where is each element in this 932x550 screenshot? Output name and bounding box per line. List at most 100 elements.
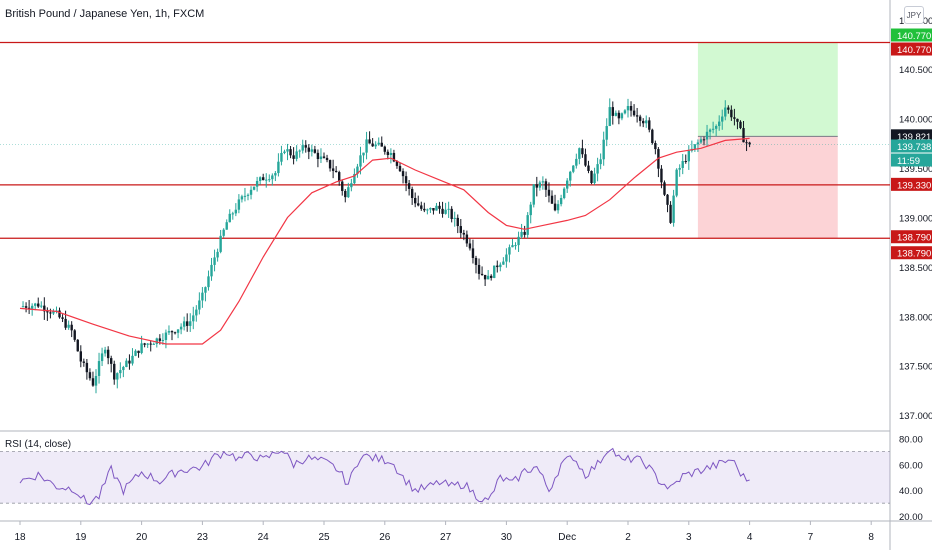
candle-body [705, 131, 709, 140]
candle [61, 314, 64, 323]
candle-body [268, 179, 271, 181]
candle-body [423, 208, 426, 211]
candle-body [392, 152, 396, 162]
candle [642, 118, 645, 128]
candle [43, 297, 46, 320]
candle-body [368, 139, 371, 144]
candle-body [298, 150, 301, 152]
candle-body [40, 305, 43, 307]
candle [547, 182, 551, 203]
candle-body [265, 179, 268, 181]
candle-body [642, 120, 645, 124]
candle-body [572, 165, 575, 172]
candle [328, 159, 332, 172]
candle-body [316, 152, 320, 160]
candle-body [362, 152, 365, 156]
candle-body [328, 160, 332, 169]
price-tag-resistance-top: 140.770 [891, 42, 932, 56]
candle-body [182, 321, 186, 327]
candle [696, 139, 700, 152]
candle-body [480, 273, 484, 275]
candle-body [632, 110, 636, 116]
candle-body [420, 205, 423, 209]
candle-body [471, 248, 475, 258]
candle-body [46, 311, 49, 313]
candle [225, 219, 228, 230]
rsi-tick-2: 40.00 [899, 486, 923, 497]
time-label-6: 26 [379, 532, 391, 543]
candle [228, 209, 231, 223]
candle [632, 104, 636, 117]
candle-body [465, 234, 469, 244]
candle [292, 147, 295, 165]
candle [365, 131, 368, 160]
candle-body [234, 209, 238, 214]
candle [629, 101, 633, 117]
rsi-line [19, 447, 750, 506]
horizontal-levels[interactable] [0, 41, 890, 239]
position-tool[interactable] [697, 42, 838, 239]
candle [450, 206, 453, 223]
candle-body [179, 326, 183, 330]
candle-body [58, 310, 61, 318]
candle-body [638, 116, 642, 121]
candle-body [693, 144, 697, 149]
price-tag-bg [891, 129, 932, 143]
candle-body [277, 161, 280, 174]
candle-body [30, 305, 34, 309]
rsi-tick-1: 60.00 [899, 460, 923, 471]
candle-body [511, 245, 514, 248]
candle-body [435, 205, 438, 211]
candle-body [88, 372, 92, 379]
candle [657, 147, 660, 178]
candle [49, 308, 52, 319]
candle [420, 201, 423, 211]
candle [344, 189, 347, 203]
price-tag-stop-level: 138.790 [891, 246, 932, 260]
candle-body [21, 306, 25, 308]
candle-body [651, 129, 654, 144]
time-label-14: 8 [868, 532, 874, 543]
candle [663, 180, 666, 197]
candle [651, 128, 654, 145]
candle [593, 167, 596, 185]
price-tag-label: 139.330 [897, 180, 931, 191]
candle-body [310, 149, 314, 152]
candle-body [131, 355, 134, 364]
time-label-1: 19 [75, 532, 87, 543]
candle [611, 101, 614, 125]
candle [511, 238, 514, 248]
candle [195, 305, 198, 322]
candle-body [672, 195, 675, 223]
candle [103, 346, 107, 357]
candle [368, 131, 371, 144]
candle-body [91, 378, 95, 386]
candle-body [52, 311, 55, 314]
candle-body [37, 303, 40, 307]
candle [255, 176, 259, 192]
candle-body [64, 318, 67, 328]
price-tick-2: 140.000 [899, 115, 932, 126]
candle-body [34, 303, 37, 306]
price-tick-4: 139.000 [899, 213, 932, 224]
candle [581, 139, 584, 158]
candle [493, 265, 496, 279]
candle [648, 117, 651, 133]
candle-body [237, 199, 241, 210]
candle-body [468, 243, 472, 249]
candle [216, 248, 219, 262]
candle [265, 173, 268, 188]
candle-body [280, 152, 283, 162]
candle-body [286, 149, 289, 152]
candle [231, 211, 234, 220]
candle-body [289, 149, 292, 156]
currency-badge[interactable]: JPY [904, 6, 924, 24]
candle-body [143, 343, 146, 345]
candle [73, 329, 76, 342]
candle-body [559, 198, 563, 205]
candle-body [365, 139, 368, 153]
candle [350, 178, 353, 192]
candle-body [596, 164, 599, 174]
price-tag-label: 140.770 [897, 45, 931, 56]
